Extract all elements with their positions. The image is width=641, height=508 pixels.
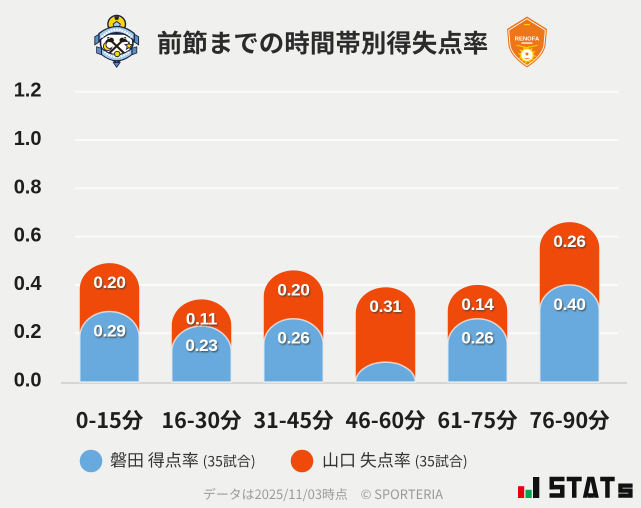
svg-text:0.20: 0.20: [277, 280, 309, 299]
svg-text:0.8: 0.8: [14, 176, 42, 198]
svg-text:0.26: 0.26: [553, 232, 585, 251]
svg-text:0.4: 0.4: [14, 273, 43, 295]
svg-text:0.31: 0.31: [369, 297, 401, 316]
svg-text:1.2: 1.2: [14, 80, 42, 102]
svg-text:1.0: 1.0: [14, 128, 42, 150]
svg-text:RENOFA: RENOFA: [515, 37, 540, 43]
svg-text:0.40: 0.40: [553, 295, 585, 314]
svg-text:0.6: 0.6: [14, 225, 42, 247]
svg-text:0.26: 0.26: [461, 329, 493, 348]
svg-text:0.20: 0.20: [93, 273, 125, 292]
svg-text:0.11: 0.11: [186, 309, 217, 328]
svg-text:0.26: 0.26: [277, 329, 309, 348]
svg-text:0.29: 0.29: [93, 321, 125, 340]
svg-text:0.14: 0.14: [461, 295, 494, 314]
svg-text:0.23: 0.23: [185, 336, 217, 355]
svg-text:0.0: 0.0: [14, 370, 42, 392]
svg-text:0.2: 0.2: [14, 321, 42, 343]
